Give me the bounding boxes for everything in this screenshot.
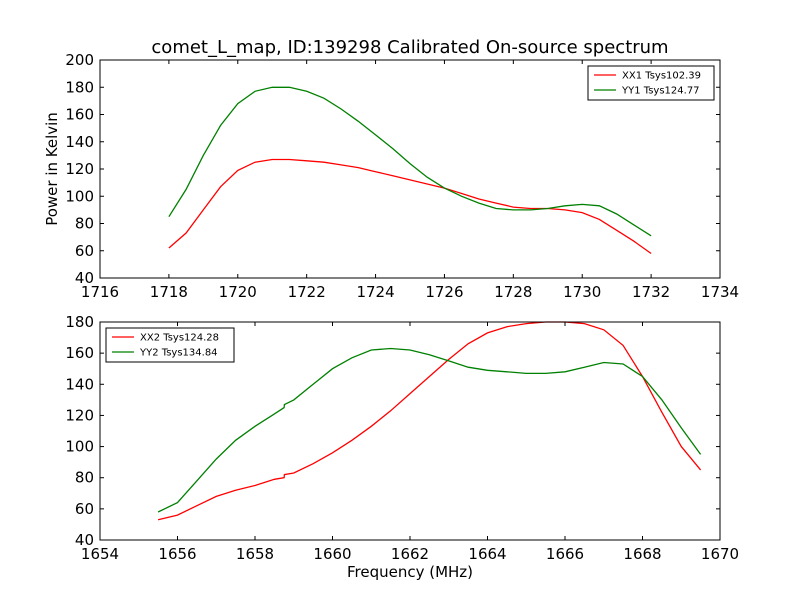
bottom-y-tick-label: 60: [75, 500, 94, 518]
top-series-1-line: [168, 158, 652, 255]
bottom-legend-label-1: XX2 Tsys124.28: [140, 333, 219, 344]
top-y-tick-label: 200: [65, 51, 94, 69]
bottom-legend-box: [105, 327, 235, 363]
bottom-series-1-line: [157, 321, 702, 521]
top-x-tick-label: 1720: [219, 283, 257, 301]
bottom-y-tick-label: 140: [65, 375, 94, 393]
bottom-x-tick-label: 1666: [546, 545, 584, 563]
bottom-chart-x-axis-label: Frequency (MHz): [347, 563, 473, 581]
top-y-tick-label: 120: [65, 160, 94, 178]
top-y-tick-label: 60: [75, 242, 94, 260]
top-x-tick-label: 1718: [150, 283, 188, 301]
top-chart: 1716 1718 1720 1722 1724 1726 1728 1730 1732 1734…: [65, 51, 739, 301]
top-y-tick-label: 100: [65, 187, 94, 205]
top-legend-box: [587, 65, 715, 101]
bottom-x-tick-label: 1662: [391, 545, 429, 563]
bottom-y-tick-label: 120: [65, 406, 94, 424]
bottom-y-tick-label: 160: [65, 344, 94, 362]
bottom-series-2-line: [157, 347, 702, 513]
top-y-tick-label: 40: [75, 269, 94, 287]
top-series-2-line: [168, 86, 652, 237]
bottom-y-tick-label: 100: [65, 438, 94, 456]
top-chart-y-axis-label: Power in Kelvin: [43, 112, 61, 226]
top-legend: XX1 Tsys102.39 YY1 Tsys124.77: [587, 65, 715, 101]
bottom-x-tick-label: 1664: [468, 545, 506, 563]
bottom-x-tick-label: 1660: [313, 545, 351, 563]
top-x-tick-label: 1724: [356, 283, 394, 301]
top-y-tick-label: 140: [65, 133, 94, 151]
bottom-legend-label-2: YY2 Tsys134.84: [139, 348, 218, 359]
top-x-tick-label: 1730: [563, 283, 601, 301]
top-x-tick-label: 1726: [425, 283, 463, 301]
bottom-y-tick-label: 180: [65, 313, 94, 331]
top-legend-label-1: XX1 Tsys102.39: [622, 71, 701, 82]
top-x-tick-label: 1734: [701, 283, 739, 301]
top-y-tick-label: 80: [75, 215, 94, 233]
top-y-tick-label: 160: [65, 106, 94, 124]
top-y-tick-label: 180: [65, 78, 94, 96]
top-x-tick-label: 1716: [81, 283, 119, 301]
bottom-y-tick-label: 80: [75, 469, 94, 487]
top-x-tick-label: 1732: [632, 283, 670, 301]
bottom-legend: XX2 Tsys124.28 YY2 Tsys134.84: [105, 327, 235, 363]
bottom-y-tick-label: 40: [75, 531, 94, 549]
top-chart-title: comet_L_map, ID:139298 Calibrated On-sou…: [151, 37, 668, 58]
bottom-x-tick-label: 1668: [623, 545, 661, 563]
top-x-tick-label: 1722: [288, 283, 326, 301]
top-legend-label-2: YY1 Tsys124.77: [621, 86, 700, 97]
top-x-tick-label: 1728: [494, 283, 532, 301]
bottom-x-tick-label: 1670: [701, 545, 739, 563]
bottom-x-tick-label: 1654: [81, 545, 119, 563]
bottom-x-tick-label: 1656: [158, 545, 196, 563]
bottom-chart: 1654 1656 1658 1660 1662 1664 1666 1668 1670 40 60…: [65, 313, 739, 563]
bottom-x-tick-label: 1658: [236, 545, 274, 563]
